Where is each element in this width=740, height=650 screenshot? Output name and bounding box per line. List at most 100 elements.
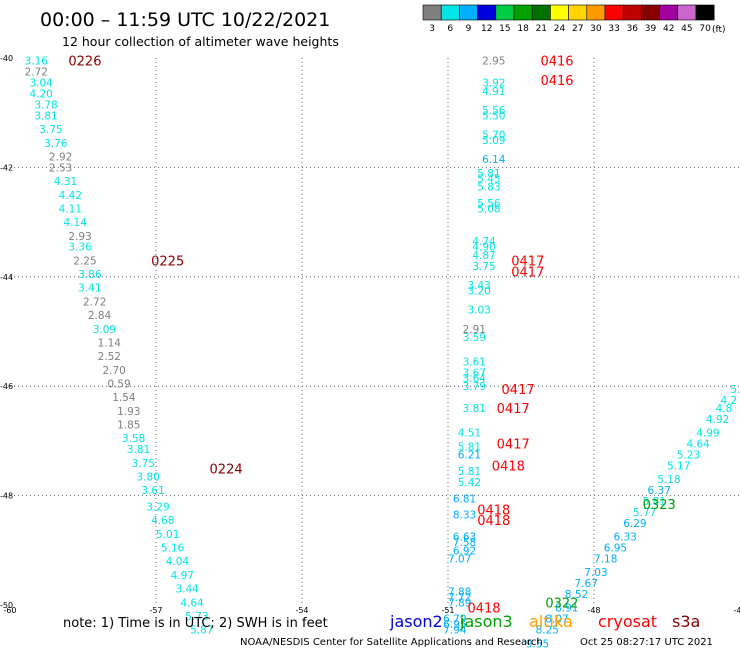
data-point-label: 3.67 bbox=[463, 368, 486, 380]
data-point-label: 3.44 bbox=[175, 584, 199, 596]
data-point-label: 4.31 bbox=[54, 176, 77, 188]
colorbar-swatch bbox=[513, 4, 533, 21]
data-point-label: 4.87 bbox=[472, 250, 495, 262]
data-point-label: 3.36 bbox=[68, 242, 92, 254]
data-point-label: 4.64 bbox=[180, 597, 204, 609]
data-point-label: 1.14 bbox=[98, 337, 122, 349]
grid-lines bbox=[10, 58, 740, 605]
data-point-label: 2.93 bbox=[68, 231, 91, 243]
data-point-label: 8.25 bbox=[536, 625, 559, 637]
data-point-label: 5.81 bbox=[458, 466, 481, 478]
data-point-label: 5. bbox=[730, 384, 740, 396]
data-point-label: 2.52 bbox=[98, 351, 121, 363]
pass-time-label: 0417 bbox=[497, 438, 530, 453]
data-point-label: 3.81 bbox=[463, 403, 486, 415]
data-point-label: 3.75 bbox=[472, 261, 495, 273]
data-point-label: 6.79 bbox=[443, 614, 466, 626]
data-point-label: 4.92 bbox=[706, 414, 729, 426]
data-point-label: 6.92 bbox=[453, 545, 476, 557]
data-point-label: 3.16 bbox=[25, 56, 49, 68]
data-point-label: 6.63 bbox=[453, 532, 476, 544]
chart-subtitle: 12 hour collection of altimeter wave hei… bbox=[62, 34, 339, 49]
y-tick-label: -44 bbox=[0, 273, 13, 282]
pass-time-label: 0418 bbox=[477, 503, 510, 518]
data-point-label: 2.53 bbox=[49, 162, 72, 174]
data-point-label: 4.11 bbox=[59, 203, 82, 215]
data-point-label: 3.76 bbox=[44, 138, 68, 150]
data-point-label: 7.58 bbox=[453, 537, 476, 549]
legend-item-jason3: jason3 bbox=[459, 612, 513, 631]
data-point-label: 3.64 bbox=[463, 373, 487, 385]
axis-ticks: -60 -57 -54 -51 -48 -45 -40 -42 -44 -46 -48 -50 bbox=[0, 54, 740, 615]
pass-time-label: 0416 bbox=[540, 55, 573, 70]
colorbar-label: 18 bbox=[517, 24, 529, 34]
colorbar-label: 70 bbox=[699, 24, 711, 34]
data-point-label: 3.80 bbox=[137, 471, 160, 483]
data-point-label: 3.81 bbox=[34, 110, 57, 122]
data-point-label: 3.78 bbox=[34, 99, 57, 111]
pass-time-label: 0225 bbox=[151, 254, 184, 269]
pass-time-label: 0226 bbox=[68, 55, 101, 70]
colorbar-swatch bbox=[550, 4, 569, 21]
colorbar-label: 39 bbox=[645, 24, 657, 34]
data-point-label: 5.50 bbox=[482, 110, 505, 122]
data-point-label: 4.42 bbox=[59, 190, 82, 202]
colorbar-label: 3 bbox=[429, 24, 435, 34]
data-point-label: 5.73 bbox=[185, 611, 208, 623]
y-tick-label: -46 bbox=[0, 382, 13, 391]
colorbar-swatch bbox=[622, 4, 642, 21]
y-tick-label: -50 bbox=[0, 601, 13, 610]
x-tick-label: -45 bbox=[733, 606, 740, 615]
data-point-label: 7.03 bbox=[584, 567, 607, 579]
data-point-label: 7.72 bbox=[448, 592, 471, 604]
data-point-label: 3.58 bbox=[122, 433, 145, 445]
data-point-label: 2.95 bbox=[482, 56, 505, 68]
data-point-label: 6.21 bbox=[458, 450, 481, 462]
data-point-label: 4.14 bbox=[64, 217, 88, 229]
footer-timestamp: Oct 25 08:27:17 UTC 2021 bbox=[580, 637, 713, 648]
data-point-label: 7.07 bbox=[448, 554, 471, 566]
pass-time-label: 0322 bbox=[545, 596, 578, 611]
x-tick-label: -57 bbox=[149, 606, 162, 615]
x-tick-label: -54 bbox=[295, 606, 308, 615]
data-point-label: 5.45 bbox=[477, 173, 500, 185]
data-point-label: 6.14 bbox=[482, 154, 506, 166]
data-point-label: 8.07 bbox=[545, 614, 568, 626]
data-point-label: 3.59 bbox=[463, 332, 486, 344]
x-tick-label: -51 bbox=[441, 606, 454, 615]
colorbar-swatch bbox=[641, 4, 660, 21]
data-point-label: 5.09 bbox=[482, 135, 505, 147]
data-point-label: 2.91 bbox=[463, 324, 486, 336]
data-point-label: 4.68 bbox=[151, 515, 174, 527]
legend-item-cryosat: cryosat bbox=[598, 612, 657, 631]
colorbar-swatch bbox=[531, 4, 551, 21]
data-point-label: 4.8 bbox=[716, 403, 733, 415]
y-tick-label: -42 bbox=[0, 163, 13, 172]
data-point-label: 1.85 bbox=[117, 419, 140, 431]
data-point-label: 3.61 bbox=[141, 485, 164, 497]
pass-time-label: 0417 bbox=[497, 402, 530, 417]
footer-credit: NOAA/NESDIS Center for Satellite Applica… bbox=[240, 637, 543, 648]
data-point-label: 5.23 bbox=[677, 450, 700, 462]
data-point-label: 9.55 bbox=[526, 638, 549, 650]
colorbar-swatch bbox=[604, 4, 624, 21]
data-point-label: 3.86 bbox=[78, 269, 102, 281]
pass-time-label: 0224 bbox=[210, 462, 243, 477]
colorbar-swatch bbox=[677, 4, 697, 21]
colorbar-label: 30 bbox=[590, 24, 602, 34]
colorbar-label: 12 bbox=[481, 24, 492, 34]
pass-time-labels: 0226022502240416041604170417041704170417… bbox=[68, 55, 675, 617]
data-point-label: 7.89 bbox=[448, 597, 471, 609]
data-point-label: 6.95 bbox=[604, 543, 627, 555]
legend-item-altika: altika bbox=[529, 612, 573, 631]
data-point-label: 5.70 bbox=[482, 130, 505, 142]
colorbar-label: 6 bbox=[447, 24, 453, 34]
data-point-label: 3.79 bbox=[463, 381, 486, 393]
data-point-label: 3.75 bbox=[132, 458, 155, 470]
colorbar-label: 15 bbox=[499, 24, 510, 34]
data-point-label: 5.56 bbox=[482, 105, 506, 117]
pass-time-label: 0418 bbox=[492, 460, 525, 475]
data-point-label: 2.84 bbox=[88, 310, 112, 322]
colorbar-swatch bbox=[586, 4, 606, 21]
